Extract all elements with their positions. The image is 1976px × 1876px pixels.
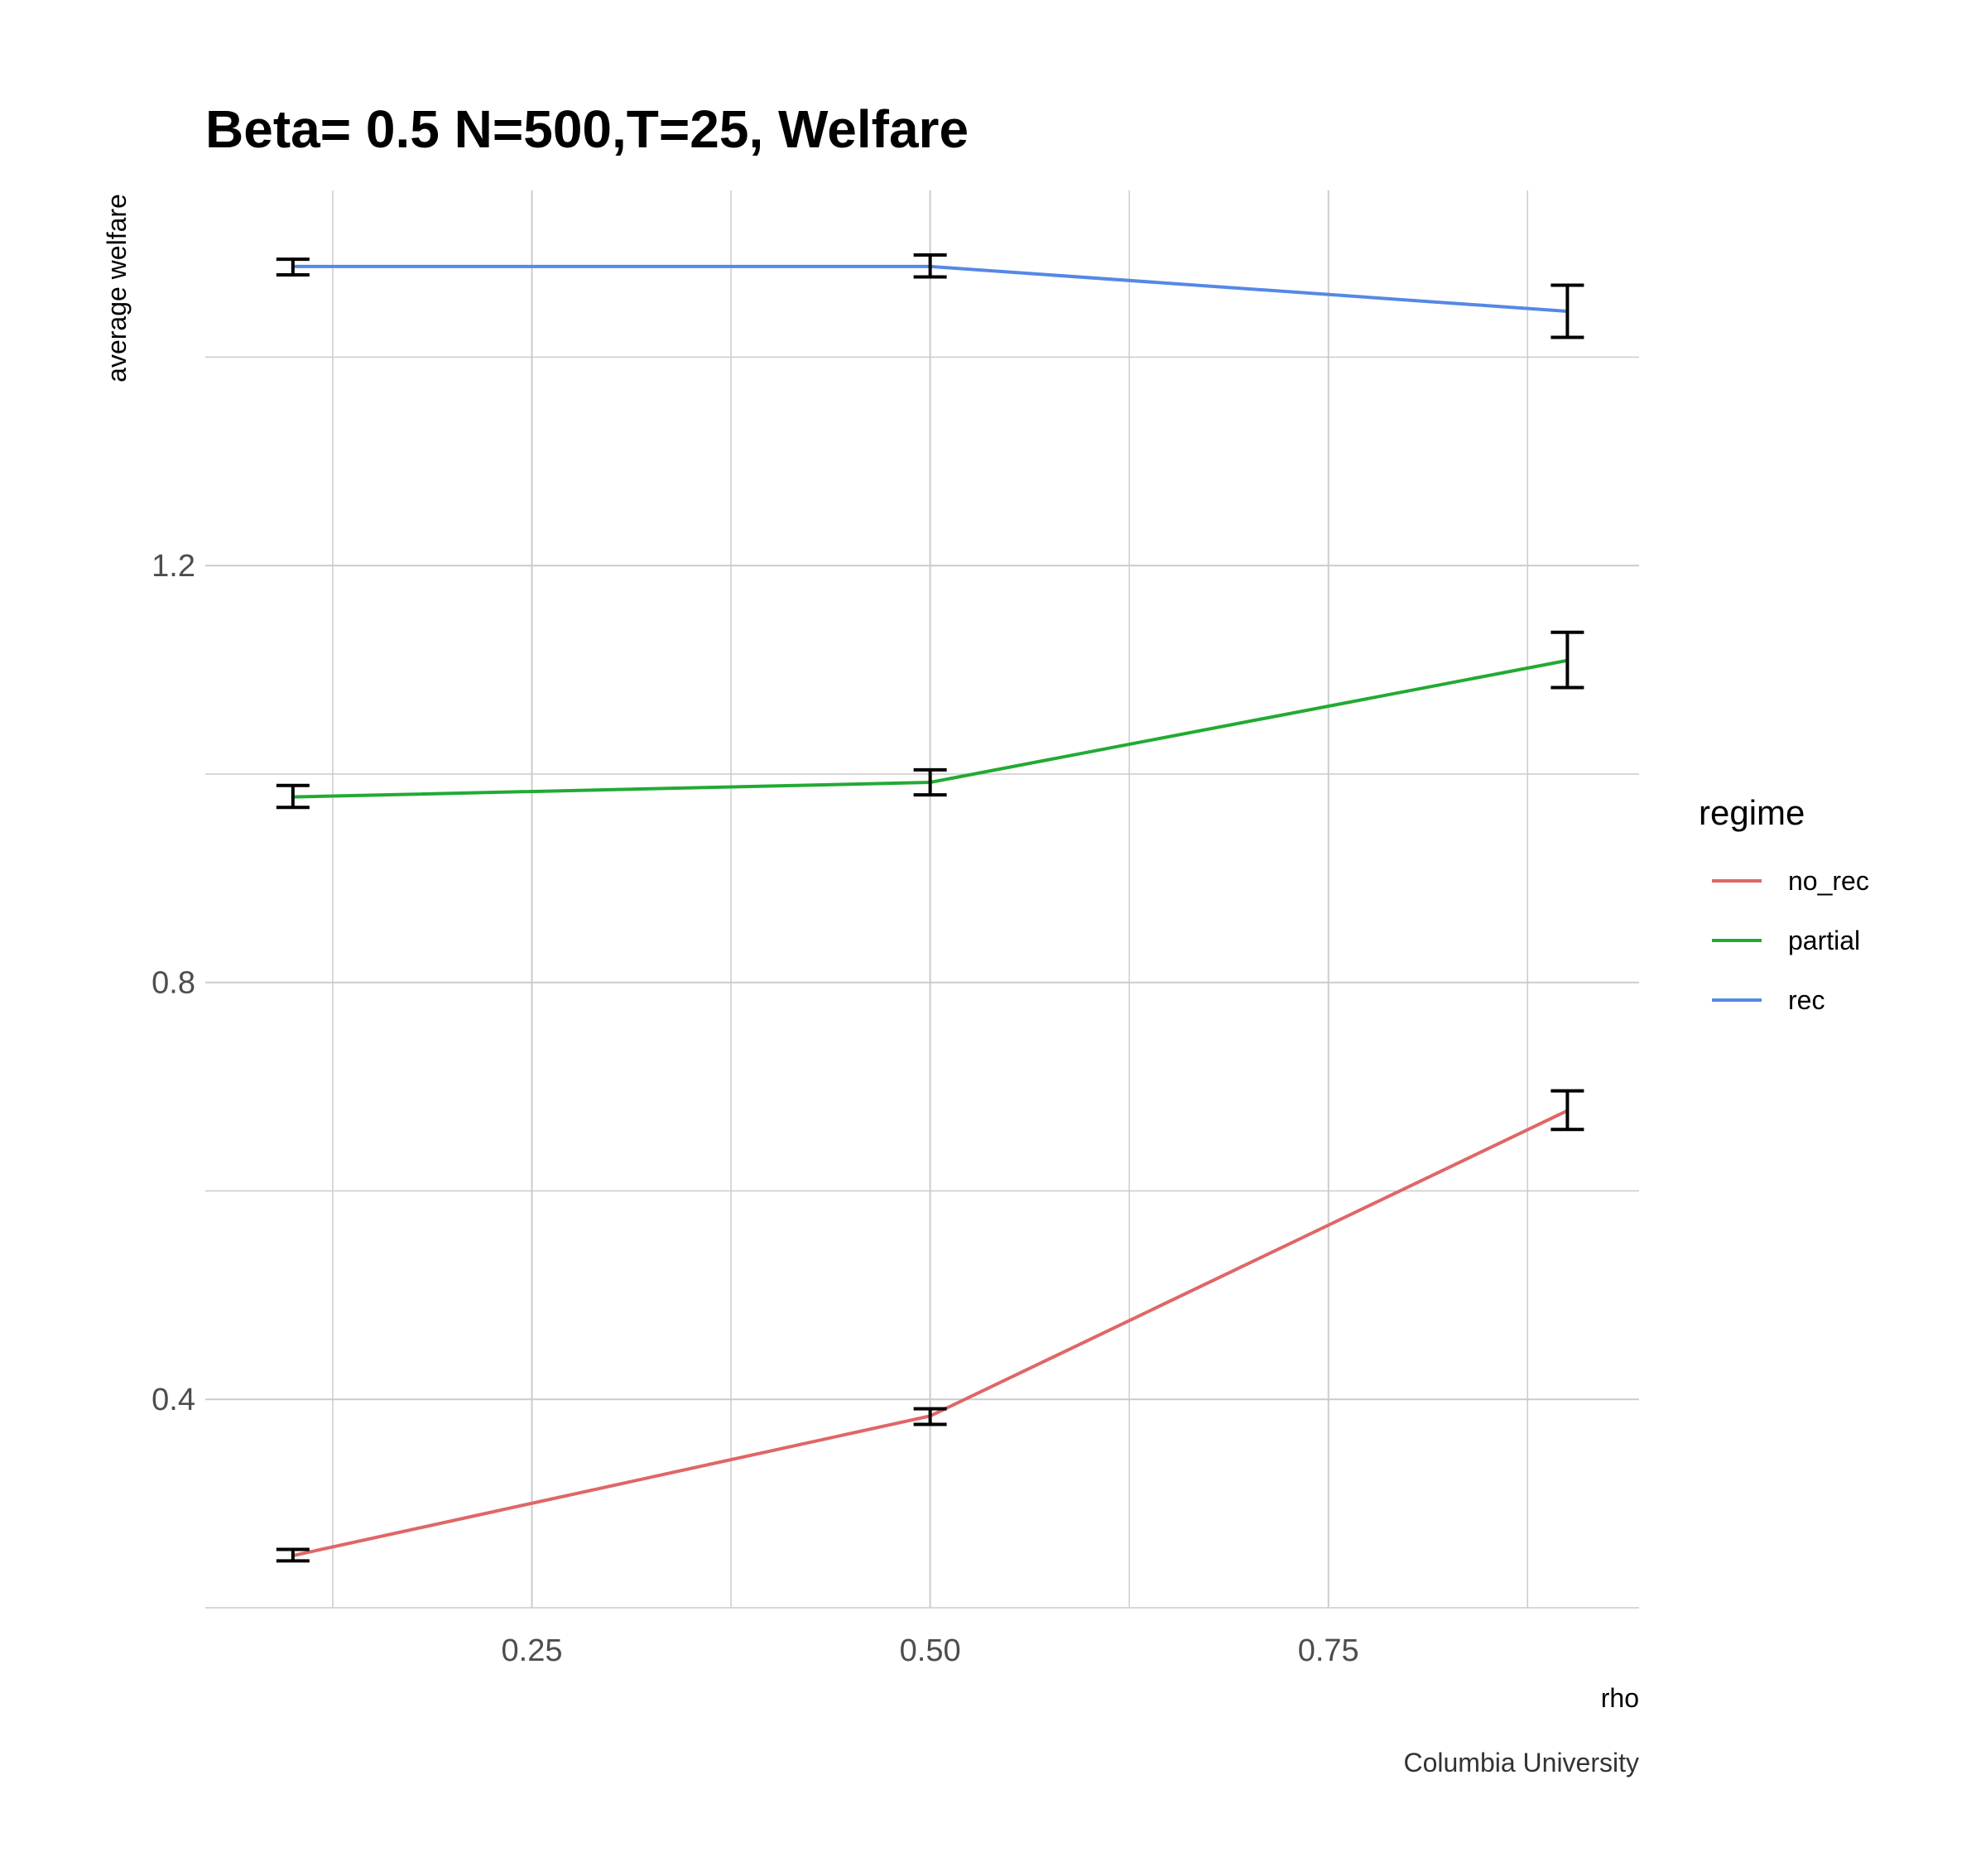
error-bar-partial bbox=[913, 767, 947, 797]
x-tick-label: 0.25 bbox=[502, 1633, 563, 1668]
error-bar-rec bbox=[1551, 283, 1584, 339]
x-tick-label: 0.50 bbox=[900, 1633, 961, 1668]
error-bar-partial bbox=[276, 783, 310, 810]
error-bar-no_rec bbox=[276, 1547, 310, 1563]
chart-title: Beta= 0.5 N=500,T=25, Welfare bbox=[205, 99, 969, 159]
error-bar-no_rec bbox=[913, 1407, 947, 1426]
caption: Columbia University bbox=[1403, 1748, 1639, 1777]
legend-title: regime bbox=[1699, 793, 1805, 832]
legend-label-partial: partial bbox=[1788, 926, 1860, 955]
x-tick-label: 0.75 bbox=[1298, 1633, 1359, 1668]
x-axis-title: rho bbox=[1601, 1683, 1639, 1713]
error-bar-partial bbox=[1551, 630, 1584, 690]
y-tick-label: 1.2 bbox=[151, 549, 195, 584]
legend-label-rec: rec bbox=[1788, 985, 1825, 1015]
tick-labels: 0.25 0.50 0.75 0.4 0.8 1.2 bbox=[151, 549, 1359, 1668]
error-bar-rec bbox=[276, 257, 310, 277]
y-tick-label: 0.4 bbox=[151, 1383, 195, 1417]
y-tick-label: 0.8 bbox=[151, 966, 195, 1001]
legend-label-no_rec: no_rec bbox=[1788, 866, 1869, 896]
error-bar-no_rec bbox=[1551, 1089, 1584, 1132]
error-bars bbox=[276, 253, 1584, 1563]
error-bar-rec bbox=[913, 253, 947, 279]
grid bbox=[205, 190, 1639, 1609]
y-axis-title: average welfare bbox=[102, 194, 132, 382]
